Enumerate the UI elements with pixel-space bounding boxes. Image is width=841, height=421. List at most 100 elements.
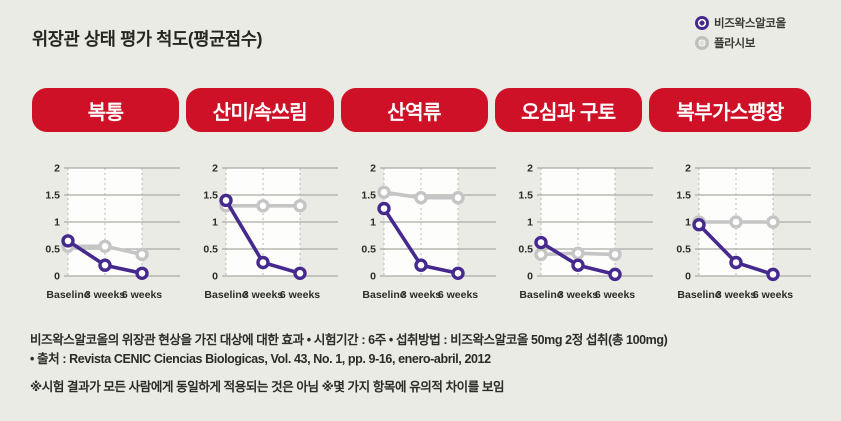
data-point-marker: [571, 246, 585, 261]
y-tick-label: 0: [370, 271, 376, 283]
chart-abdominal-pain: 2 1.5 1 0.5 0 Baseline 3 weeks 6 weeks: [30, 158, 182, 306]
x-tick-label: 6 weeks: [753, 289, 793, 301]
legend-item-placebo: 플라시보: [695, 35, 786, 51]
y-tick-label: 2: [685, 163, 691, 175]
page-title: 위장관 상태 평가 척도(평균점수): [32, 29, 263, 49]
legend-item-treatment: 비즈왁스알코올: [695, 15, 786, 31]
data-point-marker: [293, 266, 307, 281]
chart-abdominal-bloating: 2 1.5 1 0.5 0 Baseline 3 weeks 6 weeks: [661, 158, 813, 306]
chart-nausea-vomiting: 2 1.5 1 0.5 0 Baseline 3 weeks 6 weeks: [503, 158, 655, 306]
category-pill-acid-reflux: 산역류: [340, 88, 488, 132]
data-point-marker: [608, 247, 622, 262]
y-tick-label: 0.5: [519, 244, 534, 256]
category-pill-acidity-heartburn: 산미/속쓰림: [186, 88, 334, 132]
y-tick-label: 0.5: [676, 244, 691, 256]
pill-label: 복부가스팽창: [676, 101, 784, 124]
data-point-marker: [413, 191, 428, 205]
y-tick-label: 0.5: [203, 244, 218, 256]
data-point-marker: [219, 193, 233, 208]
x-tick-label: 3 weeks: [716, 289, 756, 301]
x-tick-label: 6 weeks: [595, 289, 635, 301]
chart-acid-reflux: 2 1.5 1 0.5 0 Baseline 3 weeks 6 weeks: [346, 158, 498, 306]
legend-label-treatment: 비즈왁스알코올: [714, 18, 786, 30]
x-tick-label: Baseline: [677, 289, 720, 301]
pill-label: 산역류: [387, 101, 441, 124]
x-tick-label: Baseline: [362, 289, 405, 301]
data-point-marker: [135, 266, 149, 281]
x-tick-label: 6 weeks: [280, 289, 320, 301]
y-tick-label: 1: [54, 217, 60, 229]
pill-label: 복통: [87, 101, 124, 124]
category-pill-row: 복통 산미/속쓰림 산역류 오심과 구토 복부가스팽창: [0, 88, 841, 132]
placebo-dot-icon: [695, 36, 709, 50]
pill-label: 오심과 구토: [521, 101, 616, 124]
y-tick-label: 1.5: [519, 190, 534, 202]
data-point-marker: [766, 267, 780, 282]
data-point-marker: [413, 258, 428, 272]
y-tick-label: 1: [212, 217, 218, 229]
x-tick-label: 6 weeks: [437, 289, 477, 301]
data-point-marker: [729, 255, 743, 270]
data-point-marker: [766, 215, 780, 229]
footer-study-info: 비즈왁스알코올의 위장관 현상을 가진 대상에 대한 효과 • 시험기간 : 6…: [30, 333, 668, 347]
y-tick-label: 2: [54, 163, 60, 175]
y-tick-label: 1.5: [45, 190, 60, 202]
legend-label-placebo: 플라시보: [714, 38, 756, 50]
data-point-marker: [61, 234, 75, 248]
data-point-marker: [571, 258, 585, 272]
y-tick-label: 0.5: [361, 244, 376, 256]
x-tick-label: 3 weeks: [85, 289, 125, 301]
category-pill-nausea-vomiting: 오심과 구토: [494, 88, 642, 132]
footer-source-citation: • 출처 : Revista CENIC Ciencias Biologicas…: [30, 352, 491, 366]
category-pill-abdominal-pain: 복통: [32, 88, 180, 132]
y-tick-label: 1.5: [203, 190, 218, 202]
category-pill-abdominal-bloating: 복부가스팽창: [649, 88, 811, 132]
data-point-marker: [256, 255, 270, 270]
data-point-marker: [98, 258, 112, 272]
x-tick-label: 6 weeks: [122, 289, 162, 301]
y-tick-label: 1: [527, 217, 533, 229]
y-tick-label: 2: [212, 163, 218, 175]
data-point-marker: [729, 215, 743, 229]
x-tick-label: Baseline: [520, 289, 563, 301]
footer-disclaimer: ※시험 결과가 모든 사람에게 동일하게 적용되는 것은 아님 ※몇 가지 항목…: [30, 380, 505, 394]
data-point-marker: [135, 247, 149, 262]
data-point-marker: [534, 235, 548, 250]
data-point-marker: [450, 266, 465, 281]
x-tick-label: Baseline: [204, 289, 247, 301]
footer: 비즈왁스알코올의 위장관 현상을 가진 대상에 대한 효과 • 시험기간 : 6…: [30, 331, 820, 397]
x-tick-label: 3 weeks: [558, 289, 598, 301]
legend: 비즈왁스알코올 플라시보: [695, 15, 786, 51]
data-point-marker: [293, 199, 307, 213]
treatment-dot-icon: [695, 16, 709, 30]
data-point-marker: [98, 239, 112, 254]
y-tick-label: 2: [370, 163, 376, 175]
data-point-marker: [692, 217, 706, 232]
y-tick-label: 2: [527, 163, 533, 175]
data-point-marker: [608, 267, 622, 282]
y-tick-label: 0.5: [45, 244, 60, 256]
x-tick-label: Baseline: [46, 289, 89, 301]
x-tick-label: 3 weeks: [400, 289, 440, 301]
data-point-marker: [376, 185, 391, 199]
y-tick-label: 0: [527, 271, 533, 283]
y-tick-label: 0: [685, 271, 691, 283]
chart-acidity-heartburn: 2 1.5 1 0.5 0 Baseline 3 weeks 6 weeks: [188, 158, 340, 306]
data-point-marker: [450, 191, 465, 205]
y-tick-label: 0: [212, 271, 218, 283]
charts-row: 2 1.5 1 0.5 0 Baseline 3 weeks 6 weeks 2 1.5 1 0.5…: [0, 158, 841, 306]
y-tick-label: 1.5: [361, 190, 376, 202]
data-point-marker: [256, 199, 270, 213]
data-point-marker: [534, 247, 548, 262]
y-tick-label: 0: [54, 271, 60, 283]
y-tick-label: 1: [685, 217, 691, 229]
y-tick-label: 1: [370, 217, 376, 229]
x-tick-label: 3 weeks: [243, 289, 283, 301]
y-tick-label: 1.5: [676, 190, 691, 202]
